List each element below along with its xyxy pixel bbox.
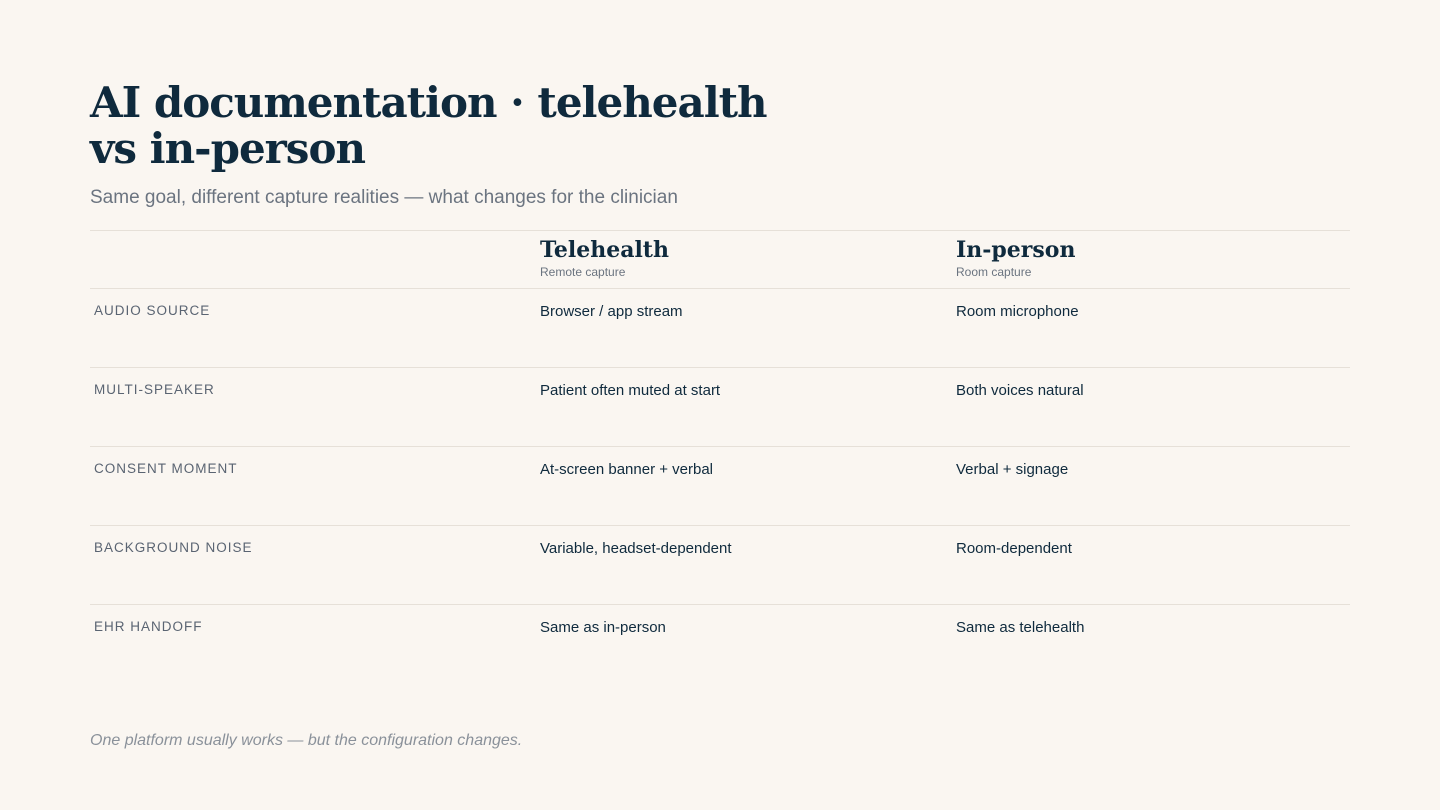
cell: Room microphone [956,303,1079,320]
column-header: In-person Room capture [956,237,1075,279]
table-row: AUDIO SOURCE Browser / app stream Room mic… [90,289,1350,368]
column-subtitle: Room capture [956,265,1032,279]
table-row: CONSENT MOMENT At-screen banner + verbal V… [90,447,1350,526]
cell: Same as telehealth [956,619,1085,636]
table-header: Telehealth Remote capture In-person Room c… [90,231,1350,289]
table-row: BACKGROUND NOISE Variable, headset-depend… [90,526,1350,605]
subtitle: Same goal, different capture realities —… [90,187,678,208]
cell: Patient often muted at start [540,382,721,399]
table-row: EHR HANDOFF Same as in-person Same as tele… [90,605,1350,683]
title: AI documentation · telehealth vs in-pers… [90,78,768,173]
footnote: One platform usually works — but the con… [90,732,523,749]
cell: Both voices natural [956,382,1084,399]
comparison-table: Telehealth Remote capture In-person Room c… [90,230,1350,683]
row-label: EHR HANDOFF [94,619,203,634]
cell: At-screen banner + verbal [540,461,714,478]
table-row: MULTI-SPEAKER Patient often muted at star… [90,368,1350,447]
column-title: Telehealth [540,237,669,263]
column-header: Telehealth Remote capture [540,237,669,279]
cell: Variable, headset-dependent [540,540,732,557]
cell: Room-dependent [956,540,1072,557]
row-label: CONSENT MOMENT [94,461,238,476]
cell: Same as in-person [540,619,666,636]
row-label: BACKGROUND NOISE [94,540,253,555]
cell: Verbal + signage [956,461,1069,478]
cell: Browser / app stream [540,303,683,320]
column-title: In-person [956,237,1076,263]
column-subtitle: Remote capture [540,265,626,279]
row-label: AUDIO SOURCE [94,303,211,318]
row-label: MULTI-SPEAKER [94,382,215,397]
